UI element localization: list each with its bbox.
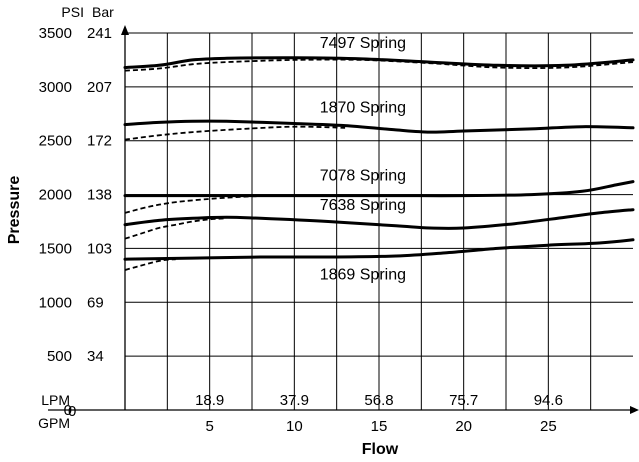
bar-tick-label-0: 34 [87, 348, 104, 365]
x-axis-arrow [630, 406, 639, 414]
lpm-tick-label-4: 94.6 [534, 392, 563, 409]
gpm-tick-label-4: 25 [540, 418, 557, 435]
bar-tick-label-1: 69 [87, 294, 104, 311]
1869-spring-dashed-curve [124, 258, 176, 271]
gpm-tick-label-0: 5 [205, 418, 213, 435]
bar-tick-label-4: 172 [87, 133, 112, 150]
axes [48, 25, 639, 414]
lpm-tick-label-1: 37.9 [280, 392, 309, 409]
lpm-tick-label-3: 75.7 [449, 392, 478, 409]
y-axis-arrow [121, 25, 129, 35]
psi-tick-label-1: 500 [47, 348, 72, 365]
7638-spring-solid-curve [123, 208, 635, 230]
1870-spring-dashed-curve [124, 125, 346, 141]
7078-spring-dashed-curve [124, 194, 278, 214]
bar-tick-label-5: 207 [87, 79, 112, 96]
labels: PSI Bar LPM GPM 0 Flow Pressure 0 500 1000… [6, 4, 563, 458]
7078-spring-label: 7078 Spring [320, 168, 406, 185]
bar-tick-label-6: 241 [87, 25, 112, 42]
gpm-tick-label-1: 10 [286, 418, 303, 435]
gpm-tick-label-2: 15 [371, 418, 388, 435]
psi-tick-label-2: 1000 [39, 294, 72, 311]
1869-spring-solid-curve [123, 238, 635, 261]
lpm-tick-label-2: 56.8 [364, 392, 393, 409]
gpm-tick-label-3: 20 [455, 418, 472, 435]
psi-tick-label-5: 2500 [39, 133, 72, 150]
1870-spring-solid-curve [123, 119, 635, 134]
7497-spring-solid-curve [123, 56, 635, 69]
curves [123, 56, 635, 271]
y-axis-title: Pressure [6, 176, 23, 245]
1870-spring-label: 1870 Spring [320, 100, 406, 117]
bar-tick-label-3: 138 [87, 187, 112, 204]
7638-spring-label: 7638 Spring [320, 197, 406, 214]
7638-spring-dashed-curve [124, 217, 227, 240]
psi-tick-label-0: 0 [64, 402, 72, 419]
psi-tick-label-3: 1500 [39, 240, 72, 257]
x-origin-label: 0 [68, 403, 76, 420]
lpm-unit-label: LPM [41, 392, 70, 408]
7497-spring-label: 7497 Spring [320, 35, 406, 52]
gpm-unit-label: GPM [38, 415, 70, 431]
1869-spring-label: 1869 Spring [320, 267, 406, 284]
psi-tick-label-7: 3500 [39, 25, 72, 42]
psi-tick-label-4: 2000 [39, 187, 72, 204]
x-axis-title: Flow [362, 441, 399, 458]
lpm-tick-label-0: 18.9 [195, 392, 224, 409]
7078-spring-solid-curve [123, 180, 635, 198]
bar-unit-label: Bar [92, 4, 114, 20]
psi-unit-label: PSI [61, 4, 84, 20]
grid [125, 32, 633, 410]
psi-tick-label-6: 3000 [39, 79, 72, 96]
7497-spring-dashed-curve [124, 58, 634, 72]
bar-tick-label-2: 103 [87, 240, 112, 257]
